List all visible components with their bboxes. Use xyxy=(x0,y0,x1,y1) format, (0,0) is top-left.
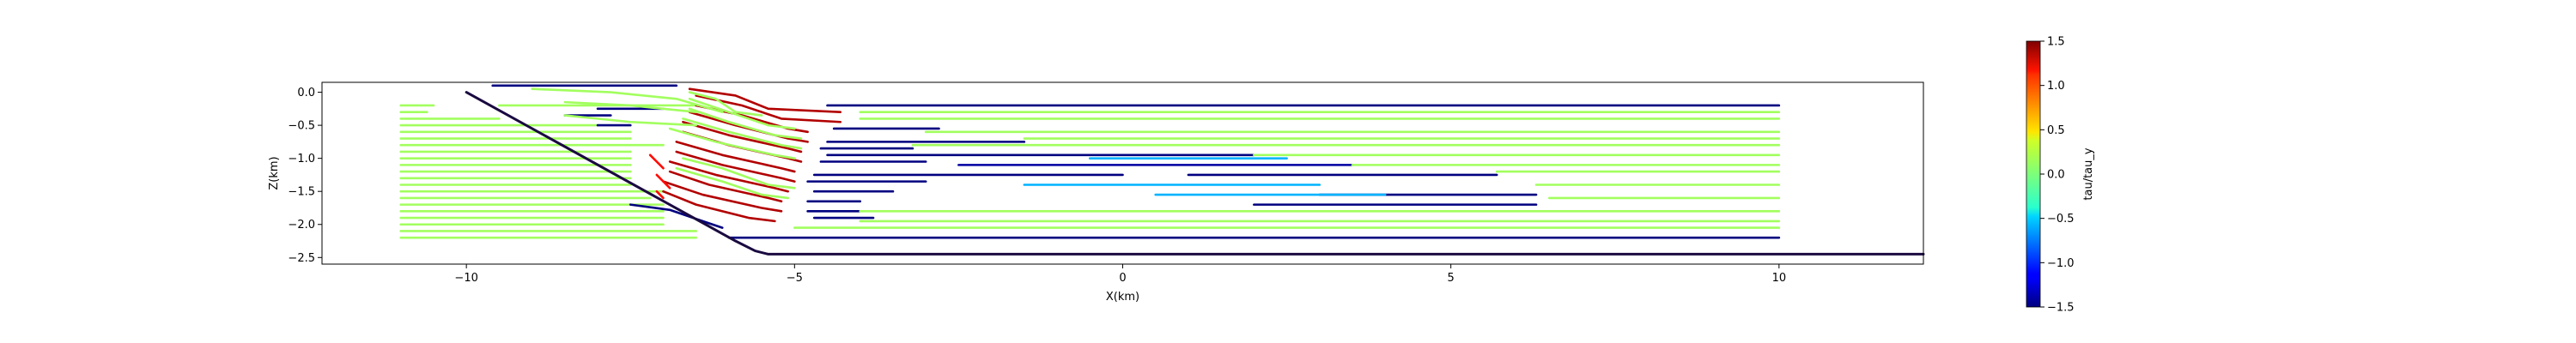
y-tick-label: −0.5 xyxy=(288,120,315,133)
plot-area xyxy=(399,84,1925,256)
colorbar-axis: 1.5 1.0 0.5 0.0 −0.5 −1.0 −1.5 xyxy=(2040,36,2075,315)
flow-line-curve xyxy=(682,157,796,190)
flow-line-curve xyxy=(655,173,671,190)
flow-line-curve xyxy=(675,150,796,183)
y-tick-label: −2.5 xyxy=(288,252,315,265)
flow-line-curve xyxy=(668,160,789,193)
colorbar-tick-label: −0.5 xyxy=(2047,213,2075,226)
flow-line-curve xyxy=(668,127,796,159)
axes: −10 −5 0 5 10 0.0 −0.5 −1.0 −1.5 −2.0 −2.5 xyxy=(288,87,1786,285)
flow-line-curve xyxy=(655,190,665,200)
x-tick-label: 5 xyxy=(1448,272,1455,285)
flow-line-curve xyxy=(629,203,724,229)
flow-line-curve xyxy=(682,120,803,153)
colorbar xyxy=(2026,40,2041,308)
colorbar-tick-label: −1.5 xyxy=(2047,302,2075,315)
x-tick-label: 10 xyxy=(1772,272,1787,285)
colorbar-tick-label: 1.0 xyxy=(2047,80,2065,93)
colorbar-tick-label: 0.0 xyxy=(2047,169,2065,182)
flow-line-curve xyxy=(688,97,796,130)
flow-line-curve xyxy=(675,141,796,173)
flow-line-curve xyxy=(688,107,803,140)
flow-line-curve xyxy=(563,114,697,127)
flow-line-curve xyxy=(675,166,789,200)
y-tick-label: −2.0 xyxy=(288,219,315,232)
colorbar-tick-label: 1.5 xyxy=(2047,36,2065,49)
flow-line-curve xyxy=(668,170,783,203)
colorbar-tick-label: −1.0 xyxy=(2047,257,2075,270)
y-tick-label: −1.0 xyxy=(288,153,315,165)
flow-line-curve xyxy=(662,190,776,223)
y-tick-label: −1.5 xyxy=(288,186,315,199)
y-tick-label: 0.0 xyxy=(297,87,315,99)
colorbar-label: tau/tau_y xyxy=(2082,147,2095,200)
y-axis-label: Z(km) xyxy=(268,156,281,190)
flow-line-curve xyxy=(688,91,763,117)
flow-line-curve xyxy=(648,153,665,170)
flow-line-curve xyxy=(531,87,724,113)
flow-line-curve xyxy=(563,100,697,113)
x-tick-label: −5 xyxy=(787,272,803,285)
flow-line-curve xyxy=(682,117,803,150)
x-tick-label: −10 xyxy=(454,272,477,285)
colorbar-tick-label: 0.5 xyxy=(2047,124,2065,137)
flow-line-curve xyxy=(688,87,842,113)
x-axis-label: X(km) xyxy=(1106,291,1139,304)
x-tick-label: 0 xyxy=(1119,272,1126,285)
flow-line-curve xyxy=(662,180,783,213)
fault-line xyxy=(465,91,1925,256)
